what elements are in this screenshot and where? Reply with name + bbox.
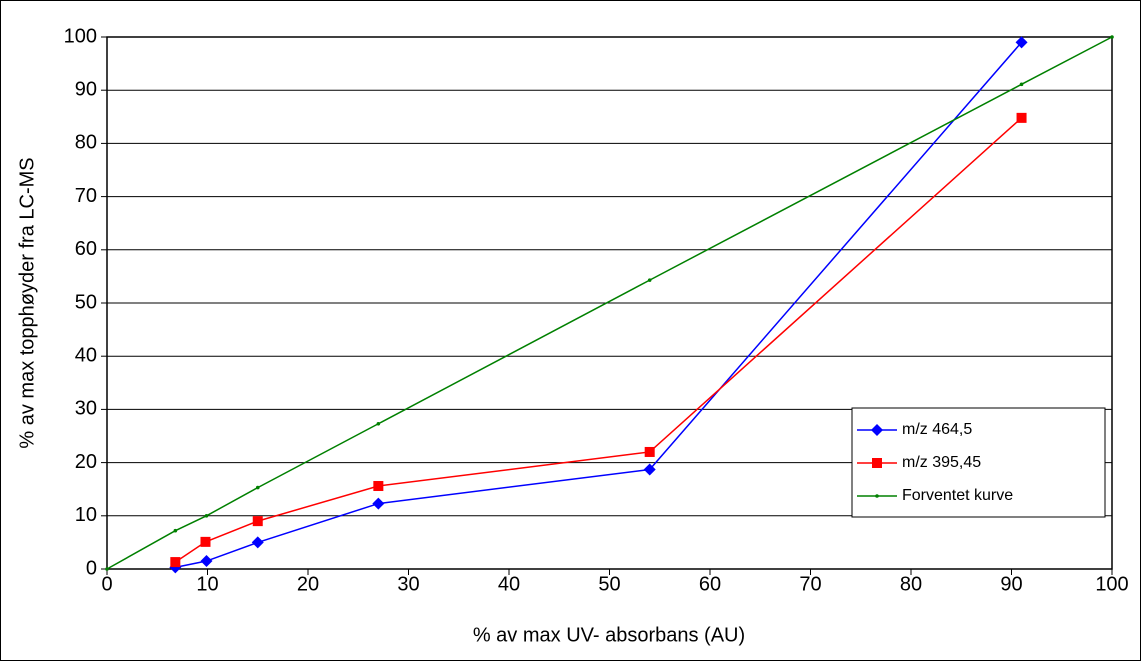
y-tick-label: 40 bbox=[75, 344, 97, 366]
x-tick-label: 30 bbox=[397, 573, 419, 595]
x-tick-label: 100 bbox=[1095, 573, 1128, 595]
x-axis-label: % av max UV- absorbans (AU) bbox=[473, 624, 745, 646]
marker bbox=[173, 528, 178, 533]
marker bbox=[255, 485, 260, 490]
y-tick-label: 30 bbox=[75, 398, 97, 420]
marker bbox=[373, 481, 384, 492]
legend-label: m/z 464,5 bbox=[902, 421, 972, 438]
legend-label: m/z 395,45 bbox=[902, 454, 981, 471]
x-tick-label: 0 bbox=[101, 573, 112, 595]
x-tick-label: 60 bbox=[699, 573, 721, 595]
y-tick-label: 70 bbox=[75, 185, 97, 207]
marker bbox=[647, 278, 652, 282]
marker bbox=[200, 536, 211, 547]
y-tick-label: 90 bbox=[75, 78, 97, 100]
y-tick-label: 60 bbox=[75, 238, 97, 260]
marker bbox=[170, 557, 181, 568]
y-tick-label: 100 bbox=[64, 25, 97, 47]
x-tick-label: 10 bbox=[196, 573, 218, 595]
y-tick-label: 10 bbox=[75, 504, 97, 526]
y-tick-label: 20 bbox=[75, 451, 97, 473]
legend-marker bbox=[872, 458, 882, 468]
marker bbox=[644, 446, 655, 457]
marker bbox=[1016, 112, 1027, 123]
legend-marker bbox=[871, 424, 883, 436]
marker bbox=[1019, 82, 1024, 87]
legend-label: Forventet kurve bbox=[902, 487, 1013, 504]
marker bbox=[1110, 35, 1114, 39]
y-tick-label: 0 bbox=[86, 557, 97, 579]
series-line bbox=[174, 117, 1023, 563]
marker bbox=[1015, 36, 1028, 49]
x-tick-label: 70 bbox=[799, 573, 821, 595]
x-tick-label: 40 bbox=[498, 573, 520, 595]
marker bbox=[643, 463, 656, 476]
marker bbox=[105, 567, 109, 571]
marker bbox=[372, 497, 385, 510]
series-line bbox=[175, 41, 1023, 569]
y-tick-label: 80 bbox=[75, 132, 97, 154]
marker bbox=[251, 536, 264, 549]
series-line bbox=[106, 36, 1113, 570]
legend-marker bbox=[875, 494, 879, 498]
plot-border bbox=[106, 36, 1113, 570]
marker bbox=[204, 514, 209, 518]
x-tick-label: 20 bbox=[297, 573, 319, 595]
x-tick-label: 50 bbox=[598, 573, 620, 595]
marker bbox=[376, 421, 381, 426]
x-tick-label: 80 bbox=[900, 573, 922, 595]
marker bbox=[252, 516, 263, 527]
y-axis-label: % av max topphøyder fra LC-MS bbox=[16, 157, 38, 448]
marker bbox=[200, 555, 213, 568]
x-tick-label: 90 bbox=[1000, 573, 1022, 595]
y-tick-label: 50 bbox=[75, 291, 97, 313]
